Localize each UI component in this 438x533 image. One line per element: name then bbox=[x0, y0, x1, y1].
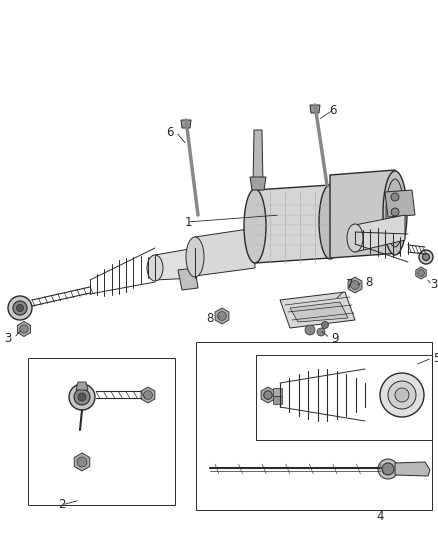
Polygon shape bbox=[280, 292, 355, 328]
Circle shape bbox=[74, 389, 90, 405]
Circle shape bbox=[380, 373, 424, 417]
Circle shape bbox=[395, 388, 409, 402]
Polygon shape bbox=[416, 267, 426, 279]
Circle shape bbox=[317, 328, 325, 336]
Polygon shape bbox=[330, 170, 400, 258]
Text: 2: 2 bbox=[58, 498, 66, 512]
Circle shape bbox=[418, 270, 424, 276]
Polygon shape bbox=[250, 177, 266, 190]
Polygon shape bbox=[290, 302, 348, 322]
Polygon shape bbox=[255, 185, 330, 263]
Ellipse shape bbox=[386, 179, 404, 247]
Polygon shape bbox=[253, 130, 263, 185]
Polygon shape bbox=[261, 387, 275, 403]
Text: 9: 9 bbox=[331, 332, 339, 344]
Ellipse shape bbox=[319, 185, 341, 259]
Polygon shape bbox=[348, 277, 362, 293]
Polygon shape bbox=[310, 105, 320, 113]
Text: 6: 6 bbox=[329, 103, 337, 117]
Circle shape bbox=[378, 459, 398, 479]
Polygon shape bbox=[273, 396, 282, 404]
Text: 8: 8 bbox=[206, 311, 214, 325]
Circle shape bbox=[423, 254, 430, 261]
Circle shape bbox=[17, 304, 24, 311]
Circle shape bbox=[391, 193, 399, 201]
Polygon shape bbox=[178, 268, 198, 290]
Circle shape bbox=[382, 463, 394, 475]
Text: 6: 6 bbox=[166, 125, 174, 139]
Ellipse shape bbox=[347, 224, 363, 252]
Polygon shape bbox=[273, 388, 282, 396]
Circle shape bbox=[8, 296, 32, 320]
Ellipse shape bbox=[383, 171, 407, 255]
Polygon shape bbox=[215, 308, 229, 324]
Circle shape bbox=[144, 391, 152, 399]
Polygon shape bbox=[141, 387, 155, 403]
Text: 8: 8 bbox=[365, 277, 373, 289]
Polygon shape bbox=[355, 215, 405, 252]
Polygon shape bbox=[18, 321, 31, 336]
Circle shape bbox=[78, 393, 86, 401]
Ellipse shape bbox=[147, 255, 163, 281]
Text: 4: 4 bbox=[376, 511, 384, 523]
Polygon shape bbox=[195, 228, 255, 276]
Circle shape bbox=[388, 381, 416, 409]
Polygon shape bbox=[395, 462, 430, 476]
Text: 3: 3 bbox=[430, 279, 438, 292]
Circle shape bbox=[13, 301, 27, 315]
Ellipse shape bbox=[244, 189, 266, 263]
Text: 1: 1 bbox=[184, 215, 192, 229]
Text: 3: 3 bbox=[4, 332, 12, 344]
Polygon shape bbox=[181, 120, 191, 128]
Circle shape bbox=[419, 250, 433, 264]
Polygon shape bbox=[385, 190, 415, 217]
Polygon shape bbox=[76, 382, 88, 390]
Circle shape bbox=[69, 384, 95, 410]
Circle shape bbox=[264, 391, 272, 399]
Circle shape bbox=[350, 280, 360, 289]
Circle shape bbox=[264, 391, 272, 399]
Circle shape bbox=[321, 321, 328, 328]
Circle shape bbox=[391, 208, 399, 216]
Circle shape bbox=[20, 325, 28, 333]
Circle shape bbox=[218, 312, 226, 320]
Circle shape bbox=[77, 457, 87, 467]
Text: 7: 7 bbox=[346, 279, 354, 292]
Polygon shape bbox=[155, 248, 195, 280]
Circle shape bbox=[305, 325, 315, 335]
Text: 5: 5 bbox=[433, 351, 438, 365]
Ellipse shape bbox=[186, 237, 204, 277]
Polygon shape bbox=[74, 453, 90, 471]
